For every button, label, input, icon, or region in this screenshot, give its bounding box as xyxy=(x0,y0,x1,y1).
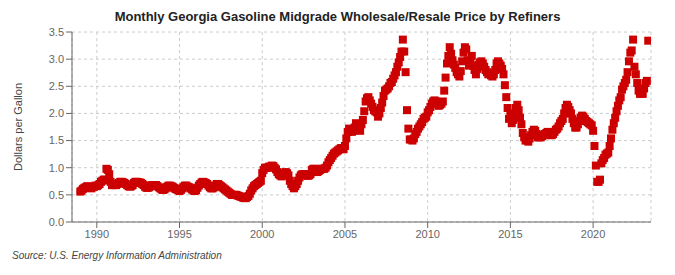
svg-text:2.0: 2.0 xyxy=(49,107,64,119)
svg-text:0.5: 0.5 xyxy=(49,189,64,201)
svg-text:Dollars per Gallon: Dollars per Gallon xyxy=(12,83,24,171)
html-text:Monthly Georgia Gasoline Midgr: Monthly Georgia Gasoline Midgrade Wholes… xyxy=(114,9,561,24)
svg-text:1.5: 1.5 xyxy=(49,134,64,146)
svg-text:0.0: 0.0 xyxy=(49,216,64,228)
svg-text:2.5: 2.5 xyxy=(49,80,64,92)
svg-text:3.0: 3.0 xyxy=(49,53,64,65)
html-text:Source: U.S. Energy Informatio: Source: U.S. Energy Information Administ… xyxy=(12,250,222,261)
svg-text:1990: 1990 xyxy=(85,228,109,240)
svg-text:2010: 2010 xyxy=(415,228,439,240)
svg-text:2015: 2015 xyxy=(498,228,522,240)
svg-text:2020: 2020 xyxy=(581,228,605,240)
svg-text:1995: 1995 xyxy=(167,228,191,240)
svg-text:2000: 2000 xyxy=(250,228,274,240)
svg-text:2005: 2005 xyxy=(333,228,357,240)
svg-text:3.5: 3.5 xyxy=(49,26,64,38)
svg-text:1.0: 1.0 xyxy=(49,162,64,174)
